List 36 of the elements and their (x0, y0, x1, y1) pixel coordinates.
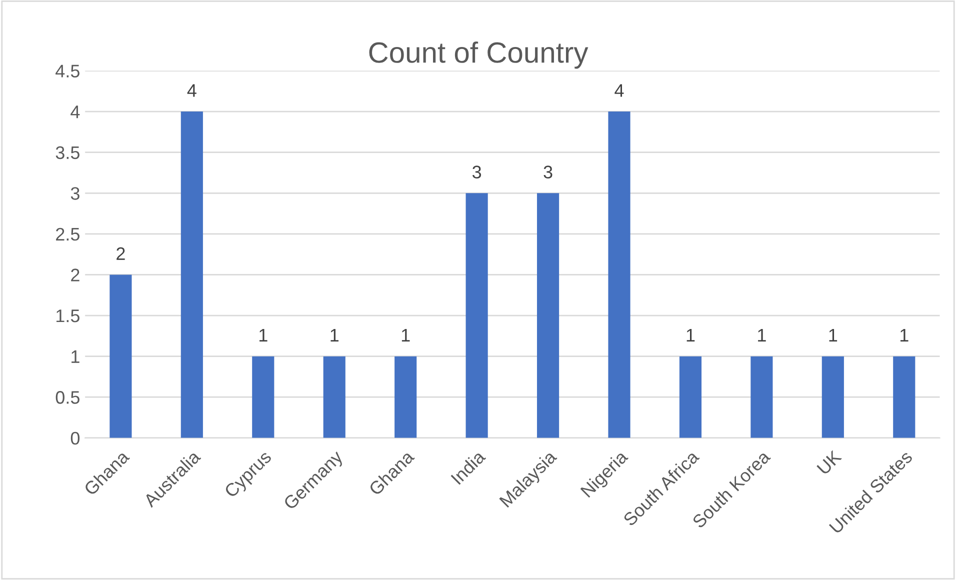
y-tick-label: 2.5 (56, 228, 80, 241)
data-label: 1 (900, 329, 908, 342)
y-tick-label: 4.5 (56, 64, 80, 78)
y-tick-label: 1 (72, 350, 80, 363)
data-label: 3 (544, 166, 552, 178)
x-tick-label: UK (816, 450, 842, 476)
y-tick-label: 0.5 (56, 391, 80, 404)
data-label: 1 (686, 329, 695, 342)
bar (323, 356, 346, 438)
bar (822, 356, 844, 438)
y-tick-label: 0 (70, 432, 80, 445)
data-label: 1 (259, 329, 268, 342)
y-tick-label: 1.5 (56, 310, 80, 322)
bar (466, 193, 488, 438)
bar (679, 356, 702, 438)
bar (608, 112, 630, 438)
bar (750, 356, 773, 438)
bar (536, 193, 560, 438)
data-label: 4 (614, 84, 624, 97)
bar (394, 356, 417, 438)
y-tick-label: 2 (71, 268, 80, 282)
bar (893, 356, 916, 438)
bar (180, 112, 203, 438)
bar (252, 356, 274, 438)
data-label: 1 (758, 329, 766, 342)
data-label: 1 (330, 329, 338, 342)
data-label: 1 (402, 329, 410, 342)
y-tick-label: 3 (70, 187, 80, 200)
data-label: 3 (472, 166, 482, 178)
y-tick-label: 3.5 (56, 146, 80, 160)
data-label: 2 (116, 247, 125, 260)
chart-title: Count of Country (369, 42, 588, 69)
data-label: 1 (829, 329, 838, 342)
y-tick-label: 4 (70, 106, 80, 118)
bar (110, 274, 132, 438)
data-label: 4 (187, 84, 196, 97)
